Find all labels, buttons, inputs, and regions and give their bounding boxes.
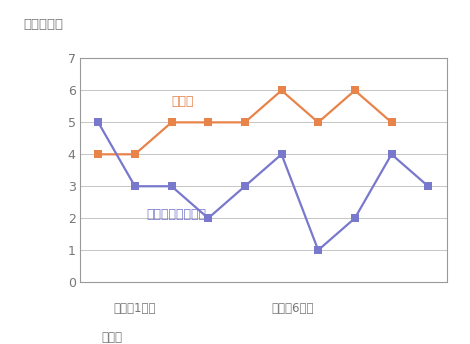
Text: 使用後1カ月: 使用後1カ月 bbox=[114, 302, 156, 315]
Text: インブラント周囲: インブラント周囲 bbox=[146, 208, 206, 221]
Text: （レベル）: （レベル） bbox=[23, 18, 63, 31]
Text: 使用後6カ月: 使用後6カ月 bbox=[271, 302, 314, 315]
Text: 舌背部: 舌背部 bbox=[172, 95, 194, 108]
Text: 使用前: 使用前 bbox=[102, 331, 123, 344]
